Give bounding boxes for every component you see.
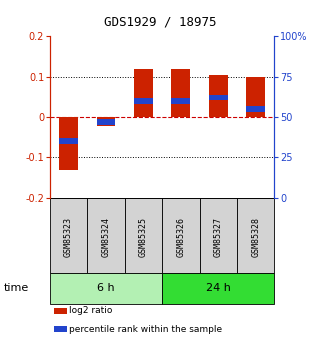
Bar	[171, 98, 190, 104]
Bar	[59, 117, 78, 170]
Text: 24 h: 24 h	[206, 284, 231, 294]
Bar	[134, 69, 153, 117]
Text: 6 h: 6 h	[97, 284, 115, 294]
Text: percentile rank within the sample: percentile rank within the sample	[69, 325, 222, 334]
Bar	[54, 326, 67, 332]
Bar	[97, 119, 115, 125]
Text: GSM85328: GSM85328	[251, 217, 260, 257]
Bar	[209, 75, 228, 117]
Bar	[50, 273, 162, 304]
Bar	[125, 198, 162, 273]
Bar	[134, 98, 153, 104]
Bar	[162, 198, 200, 273]
Bar	[87, 198, 125, 273]
Bar	[97, 117, 115, 126]
Text: GSM85324: GSM85324	[101, 217, 110, 257]
Bar	[247, 106, 265, 112]
Text: log2 ratio: log2 ratio	[69, 306, 112, 315]
Bar	[59, 138, 78, 144]
Bar	[54, 308, 67, 314]
Bar	[247, 77, 265, 117]
Text: GSM85323: GSM85323	[64, 217, 73, 257]
Bar	[237, 198, 274, 273]
Bar	[209, 95, 228, 100]
Text: GSM85325: GSM85325	[139, 217, 148, 257]
Text: GSM85327: GSM85327	[214, 217, 223, 257]
Bar	[200, 198, 237, 273]
Text: GSM85326: GSM85326	[176, 217, 185, 257]
Text: GDS1929 / 18975: GDS1929 / 18975	[104, 16, 217, 29]
Text: time: time	[4, 284, 29, 294]
Bar	[50, 198, 87, 273]
Bar	[171, 69, 190, 117]
Bar	[162, 273, 274, 304]
